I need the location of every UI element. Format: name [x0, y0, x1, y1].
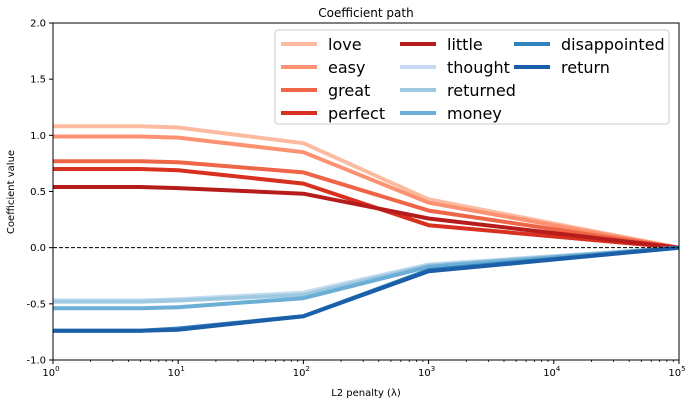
y-tick-label: 0.0: [30, 243, 46, 254]
legend-label-money: money: [447, 104, 502, 123]
x-axis-label: L2 penalty (λ): [331, 388, 401, 399]
x-tick-label: 101: [168, 365, 185, 379]
x-tick-label: 103: [418, 365, 435, 379]
series-layer: [53, 124, 680, 333]
legend-label-great: great: [328, 81, 370, 100]
series-line-perfect: [53, 167, 680, 250]
chart-title: Coefficient path: [318, 6, 413, 20]
legend-box: [274, 29, 670, 125]
y-tick-label: 1.0: [30, 131, 46, 142]
x-tick-label: 100: [42, 365, 59, 379]
series-line-disappointed: [53, 245, 680, 333]
x-tick-label: 105: [668, 365, 685, 379]
legend-label-return: return: [561, 58, 610, 77]
x-tick-label: 102: [293, 365, 310, 379]
x-axis: 100 101 102 103 104 105: [42, 360, 686, 379]
legend-label-thought: thought: [447, 58, 510, 77]
y-axis-label: Coefficient value: [6, 150, 17, 234]
legend-label-easy: easy: [328, 58, 365, 77]
series-line-easy: [53, 134, 680, 250]
series-line-great: [53, 159, 680, 250]
series-line-money: [53, 245, 680, 311]
legend-label-disappointed: disappointed: [561, 35, 665, 54]
series-line-little: [53, 185, 680, 250]
y-axis: -1.0 -0.5 0.0 0.5 1.0 1.5 2.0: [26, 19, 53, 367]
x-tick-label: 104: [543, 365, 561, 379]
legend-label-returned: returned: [447, 81, 516, 100]
legend: love easy great perfect little thought returne…: [274, 29, 670, 125]
y-tick-label: 0.5: [30, 187, 46, 198]
y-tick-label: 2.0: [30, 19, 46, 30]
legend-label-love: love: [328, 35, 362, 54]
series-line-return: [53, 245, 680, 333]
y-tick-label: -0.5: [26, 299, 46, 310]
y-tick-label: 1.5: [30, 75, 46, 86]
series-line-love: [53, 124, 680, 250]
legend-label-little: little: [447, 35, 483, 54]
y-tick-label: -1.0: [26, 356, 46, 367]
legend-label-perfect: perfect: [328, 104, 385, 123]
